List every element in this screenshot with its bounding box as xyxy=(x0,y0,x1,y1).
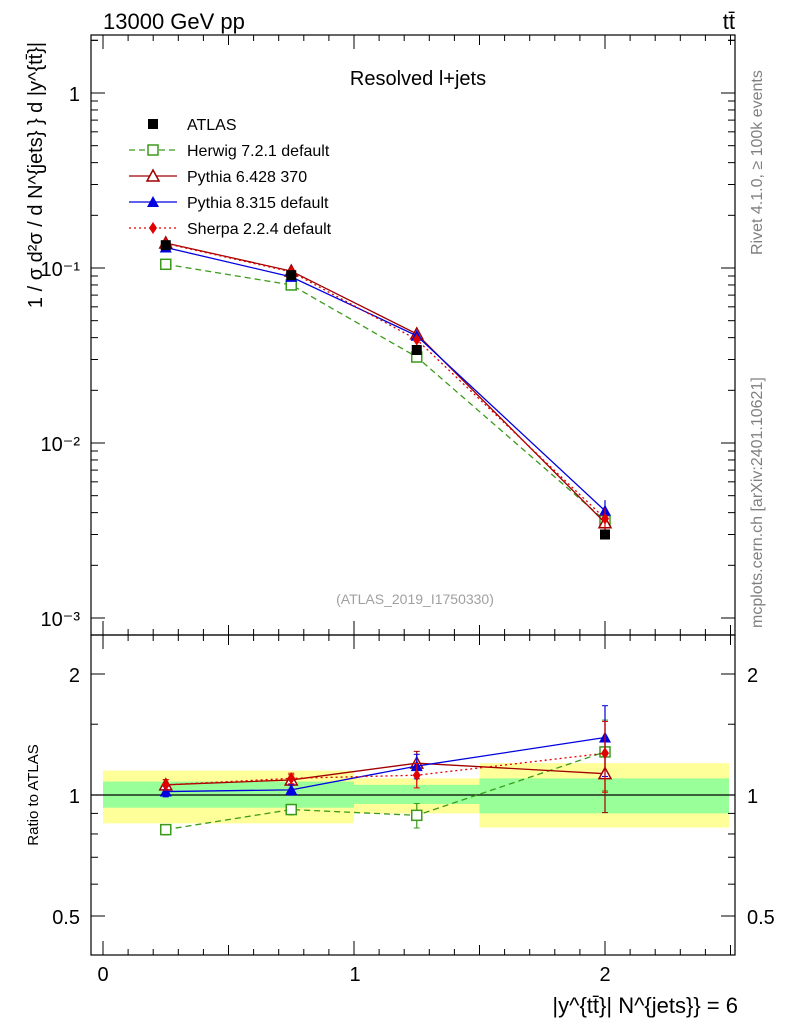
legend-marker-herwig-7-2-1-default xyxy=(147,144,159,156)
analysis-id: (ATLAS_2019_I1750330) xyxy=(336,591,494,607)
ratio-point-pythia-8-315-default xyxy=(159,785,172,797)
mcplots-label: mcplots.cern.ch [arXiv:2401.10621] xyxy=(749,377,766,628)
ratio-point-sherpa-2-2-4-default xyxy=(412,769,421,782)
main-panel: Resolved l+jets (ATLAS_2019_I1750330) 1 … xyxy=(25,34,736,636)
ratio-ylabel: Ratio to ATLAS xyxy=(25,744,42,845)
main-ylabel: 1 / σ d²σ / d N^{jets} } d |y^{tt̄}| xyxy=(25,42,47,308)
data-point-atlas xyxy=(411,344,422,355)
legend-label-sherpa: Sherpa 2.2.4 default xyxy=(187,221,332,238)
series-line-pythia-8-315-default xyxy=(165,246,606,512)
ytick-label-1e-3: 10⁻³ xyxy=(41,609,81,631)
main-title: Resolved l+jets xyxy=(350,68,486,90)
data-point-atlas xyxy=(160,240,171,251)
legend-label-pythia8: Pythia 8.315 default xyxy=(187,195,329,212)
ratio-line-sherpa-2-2-4-default xyxy=(165,752,606,786)
ratio-ytick-right-0.5: 0.5 xyxy=(747,907,775,929)
xtick-label-1: 1 xyxy=(349,964,360,986)
xtick-label-0: 0 xyxy=(97,964,108,986)
data-point-herwig-7-2-1-default xyxy=(160,258,172,271)
xtick-label-2: 2 xyxy=(599,964,610,986)
main-axis-ticks xyxy=(91,35,735,635)
ratio-series-layer xyxy=(158,705,613,836)
series-line-sherpa-2-2-4-default xyxy=(165,242,606,520)
ratio-point-herwig-7-2-1-default xyxy=(285,803,297,816)
ytick-label-1e-1: 10⁻¹ xyxy=(41,259,81,281)
ratio-ytick-left-0.5: 0.5 xyxy=(52,907,80,929)
legend-marker-pythia-6-428-370 xyxy=(145,168,161,182)
ratio-point-sherpa-2-2-4-default xyxy=(601,747,609,760)
data-point-sherpa-2-2-4-default xyxy=(601,512,609,525)
ratio-ytick-right-1: 1 xyxy=(747,786,758,808)
legend-label-atlas: ATLAS xyxy=(187,117,237,134)
ratio-line-herwig-7-2-1-default xyxy=(165,751,606,831)
rivet-label: Rivet 4.1.0, ≥ 100k events xyxy=(749,70,766,255)
data-point-atlas xyxy=(600,529,610,540)
legend-marker-pythia-8-315-default xyxy=(147,196,159,207)
ratio-ytick-left-2: 2 xyxy=(69,665,80,687)
legend-label-herwig: Herwig 7.2.1 default xyxy=(187,143,330,160)
ratio-ytick-left-1: 1 xyxy=(69,786,80,808)
legend-label-pythia6: Pythia 6.428 370 xyxy=(187,169,307,186)
ratio-axis-ticks xyxy=(91,635,735,955)
ytick-label-1: 1 xyxy=(69,84,80,106)
ytick-label-1e-2: 10⁻² xyxy=(41,434,81,456)
data-point-sherpa-2-2-4-default xyxy=(412,333,421,346)
ratio-point-herwig-7-2-1-default xyxy=(160,823,172,836)
legend: ATLAS Herwig 7.2.1 default Pythia 6.428 … xyxy=(129,117,332,238)
ratio-ytick-right-2: 2 xyxy=(747,665,758,687)
ratio-point-sherpa-2-2-4-default xyxy=(287,772,296,785)
legend-marker-atlas xyxy=(148,119,158,129)
series-line-herwig-7-2-1-default xyxy=(165,263,606,522)
main-series-layer xyxy=(158,235,613,540)
legend-symbols xyxy=(129,119,177,234)
x-axis-label: |y^{tt̄}| N^{jets}} = 6 xyxy=(552,993,738,1018)
ratio-line-pythia-8-315-default xyxy=(165,736,606,793)
ratio-bands xyxy=(91,763,735,828)
ratio-point-pythia-8-315-default xyxy=(285,783,298,795)
data-point-atlas xyxy=(286,270,297,281)
header-process: tt̄ xyxy=(723,9,735,34)
ratio-panel: Ratio to ATLAS 0.5 1 2 0.5 1 2 xyxy=(25,634,775,956)
ratio-point-herwig-7-2-1-default xyxy=(411,809,423,822)
legend-marker-sherpa-2-2-4-default xyxy=(149,222,157,234)
header-energy: 13000 GeV pp xyxy=(103,9,245,34)
ratio-band-inner xyxy=(479,778,729,814)
series-line-pythia-6-428-370 xyxy=(165,242,606,524)
main-ytick-labels: 1 10⁻¹ 10⁻² 10⁻³ xyxy=(41,84,81,631)
ratio-point-sherpa-2-2-4-default xyxy=(161,778,170,791)
ratio-band-inner xyxy=(354,784,480,804)
ratio-line-pythia-6-428-370 xyxy=(165,762,606,786)
